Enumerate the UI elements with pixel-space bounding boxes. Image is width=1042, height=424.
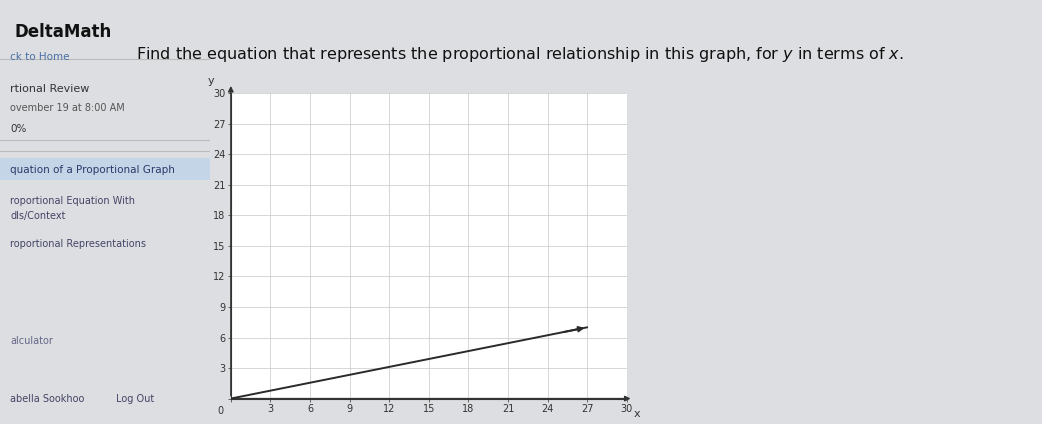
Text: 0: 0 xyxy=(217,406,223,416)
Text: DeltaMath: DeltaMath xyxy=(15,23,111,41)
Text: y: y xyxy=(207,76,215,86)
Text: 0%: 0% xyxy=(10,124,27,134)
Text: Log Out: Log Out xyxy=(116,393,154,404)
Text: quation of a Proportional Graph: quation of a Proportional Graph xyxy=(10,165,175,175)
Text: roportional Representations: roportional Representations xyxy=(10,239,147,249)
Text: alculator: alculator xyxy=(10,336,53,346)
Text: rtional Review: rtional Review xyxy=(10,84,90,94)
Text: Find the equation that represents the proportional relationship in this graph, f: Find the equation that represents the pr… xyxy=(137,45,903,64)
Text: roportional Equation With: roportional Equation With xyxy=(10,196,135,206)
Text: ck to Home: ck to Home xyxy=(10,52,70,62)
Text: dls/Context: dls/Context xyxy=(10,211,66,221)
Text: abella Sookhoo: abella Sookhoo xyxy=(10,393,84,404)
Text: ovember 19 at 8:00 AM: ovember 19 at 8:00 AM xyxy=(10,103,125,113)
Text: x: x xyxy=(634,409,641,419)
FancyBboxPatch shape xyxy=(0,158,210,180)
